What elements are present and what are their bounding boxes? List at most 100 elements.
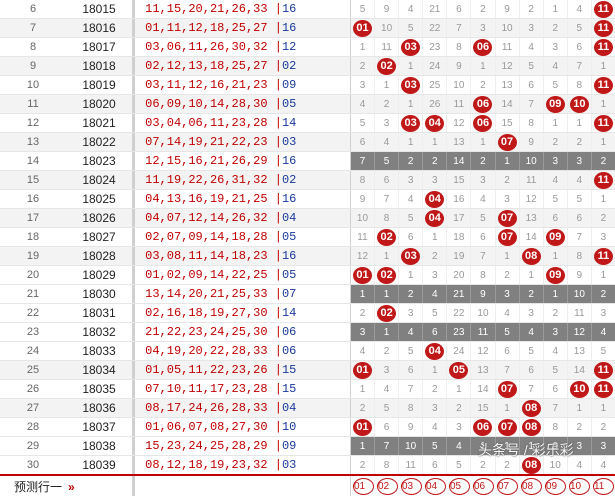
- blue-number: 02: [281, 59, 297, 73]
- omission-cell: 14: [446, 151, 471, 171]
- blue-separator: |: [267, 211, 282, 225]
- prediction-ball[interactable]: 04: [424, 477, 446, 495]
- omission-cell: 4: [349, 341, 375, 361]
- hit-cell: 03: [398, 37, 423, 57]
- omission-cell: 2: [590, 208, 615, 228]
- prediction-row[interactable]: 预测行一 » 01 02 03 04 05 06 07 08 09 10 11: [0, 474, 615, 496]
- omission-cell: 7: [518, 94, 544, 114]
- red-numbers: 04,19,20,22,28,33: [145, 344, 268, 358]
- blue-separator: |: [267, 2, 282, 16]
- draw-numbers: 01,02,09,14,22,25 |05: [135, 265, 351, 285]
- hit-cell: 11: [590, 379, 615, 399]
- red-numbers: 13,14,20,21,25,33: [145, 287, 268, 301]
- red-numbers: 06,09,10,14,28,30: [145, 97, 268, 111]
- prediction-ball[interactable]: 02: [376, 477, 398, 495]
- prediction-ball[interactable]: 01: [352, 477, 374, 495]
- table-row: 16 18025 04,13,16,19,21,25 |16 9 7 4 04 16 4 3 12 5…: [0, 189, 615, 209]
- hit-cell: 01: [349, 265, 375, 285]
- draw-numbers: 08,12,18,19,23,32 |03: [135, 455, 351, 476]
- hit-cell: 01: [349, 417, 375, 437]
- omission-cell: 1: [422, 132, 447, 152]
- omission-cell: 9: [446, 56, 471, 76]
- omission-cell: 3: [349, 322, 375, 342]
- omission-cell: 2: [542, 132, 568, 152]
- column-separator: [132, 170, 136, 190]
- omission-cell: 4: [470, 189, 495, 209]
- hit-ball: 02: [377, 57, 397, 75]
- omission-cell: 6: [566, 37, 592, 57]
- blue-separator: |: [267, 135, 282, 149]
- blue-separator: |: [267, 192, 282, 206]
- omission-cell: 7: [470, 246, 495, 266]
- omission-cell: 6: [422, 322, 447, 342]
- omission-cell: 1: [422, 227, 447, 247]
- red-numbers: 03,04,06,11,23,28: [145, 116, 268, 130]
- omission-cell: 23: [446, 322, 471, 342]
- red-numbers: 21,22,23,24,25,30: [145, 325, 268, 339]
- draw-numbers: 04,19,20,22,28,33 |06: [135, 341, 351, 361]
- table-row: 13 18022 07,14,19,21,22,23 |03 6 4 1 1 13 1 07 9 2 2…: [0, 132, 615, 152]
- draw-numbers: 11,19,22,26,31,32 |02: [135, 170, 351, 190]
- draw-numbers: 11,15,20,21,26,33 |16: [135, 0, 351, 19]
- prediction-ball[interactable]: 08: [520, 477, 542, 495]
- hit-cell: 02: [374, 227, 399, 247]
- omission-cell: 8: [470, 265, 495, 285]
- red-numbers: 07,14,19,21,22,23: [145, 135, 268, 149]
- draw-numbers: 02,07,09,14,18,28 |05: [135, 227, 351, 247]
- table-row: 23 18032 21,22,23,24,25,30 |06 3 1 4 6 23 11 5 4 3 1…: [0, 322, 615, 342]
- omission-cell: 11: [566, 303, 592, 323]
- hit-ball: 06: [473, 114, 493, 132]
- hit-cell: 03: [398, 75, 423, 95]
- hit-ball: 04: [425, 342, 445, 360]
- hit-ball: 07: [497, 209, 517, 227]
- hit-cell: 01: [349, 18, 375, 38]
- draw-numbers: 03,04,06,11,23,28 |14: [135, 113, 351, 133]
- omission-cell: 1: [349, 436, 375, 456]
- row-index: 11: [0, 94, 66, 114]
- blue-separator: |: [267, 78, 282, 92]
- prediction-label-cell[interactable]: 预测行一 »: [0, 474, 132, 496]
- hit-cell: 11: [590, 0, 615, 19]
- red-numbers: 15,23,24,25,28,29: [145, 439, 268, 453]
- hit-ball: 11: [593, 114, 613, 132]
- omission-cell: 7: [518, 379, 544, 399]
- column-separator: [132, 56, 136, 76]
- prediction-ball[interactable]: 11: [592, 477, 614, 495]
- omission-cell: 1: [398, 132, 423, 152]
- omission-cell: 14: [494, 94, 520, 114]
- omission-cell: 2: [566, 417, 592, 437]
- row-index: 7: [0, 18, 66, 38]
- blue-separator: |: [267, 59, 282, 73]
- omission-cell: 1: [470, 132, 495, 152]
- expand-chevron-icon[interactable]: »: [68, 479, 75, 494]
- blue-number: 10: [281, 420, 297, 434]
- omission-cell: 7: [374, 189, 399, 209]
- omission-cell: 18: [446, 227, 471, 247]
- omission-cell: 1: [566, 113, 592, 133]
- omission-cell: 20: [446, 265, 471, 285]
- omission-cell: 9: [349, 189, 375, 209]
- omission-cell: 13: [494, 75, 520, 95]
- blue-number: 04: [281, 211, 297, 225]
- omission-cell: 5: [422, 303, 447, 323]
- prediction-ball[interactable]: 05: [448, 477, 470, 495]
- omission-cell: 5: [566, 18, 592, 38]
- omission-cell: 4: [590, 455, 615, 476]
- hit-ball: 07: [497, 228, 517, 246]
- omission-cell: 4: [398, 0, 423, 19]
- blue-number: 15: [281, 382, 297, 396]
- prediction-ball[interactable]: 06: [472, 477, 494, 495]
- prediction-ball[interactable]: 07: [496, 477, 518, 495]
- omission-cell: 1: [349, 284, 375, 304]
- omission-cell: 6: [446, 0, 471, 19]
- prediction-ball[interactable]: 03: [400, 477, 422, 495]
- omission-cell: 6: [422, 455, 447, 476]
- blue-number: 16: [281, 2, 297, 16]
- prediction-ball[interactable]: 10: [568, 477, 590, 495]
- period-number: 18019: [66, 75, 132, 95]
- column-separator: [132, 303, 136, 323]
- omission-cell: 5: [349, 113, 375, 133]
- prediction-input-cell[interactable]: [135, 474, 351, 496]
- omission-cell: 13: [518, 208, 544, 228]
- prediction-ball[interactable]: 09: [544, 477, 566, 495]
